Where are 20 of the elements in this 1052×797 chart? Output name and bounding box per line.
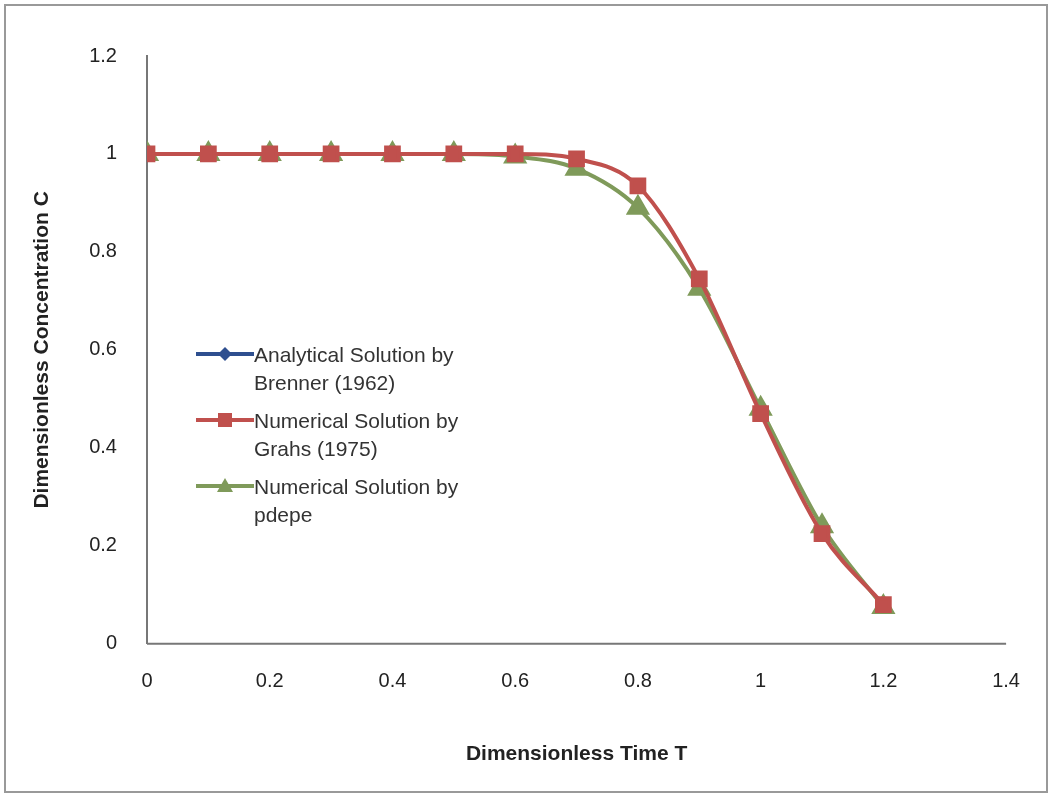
x-axis-title: Dimensionless Time T <box>465 741 688 765</box>
legend-label: Analytical Solution by Brenner (1962) <box>254 342 455 396</box>
y-axis-title: Dimensionless Concentration C <box>29 191 53 509</box>
y-tick-label: 0.6 <box>89 337 117 360</box>
legend-label: Numerical Solution by Grahs (1975) <box>254 408 459 462</box>
y-tick-label: 0.2 <box>89 533 117 556</box>
x-tick-label: 1.2 <box>869 669 898 692</box>
x-tick-label: 0.2 <box>255 669 284 692</box>
x-tick-label: 0.8 <box>624 669 652 692</box>
y-tick-label: 0.4 <box>89 435 117 458</box>
x-tick-label: 0.4 <box>378 669 407 692</box>
x-tick-label: 0.6 <box>501 669 530 692</box>
y-tick-label: 1 <box>105 141 117 164</box>
x-tick-label: 1 <box>755 669 767 692</box>
x-tick-label: 1.4 <box>992 669 1020 692</box>
legend-label: Numerical Solution by pdepe <box>254 474 459 528</box>
y-tick-label: 0.8 <box>89 239 117 262</box>
y-tick-label: 0 <box>105 631 117 654</box>
y-tick-label: 1.2 <box>89 43 117 66</box>
x-tick-label: 0 <box>141 669 153 692</box>
